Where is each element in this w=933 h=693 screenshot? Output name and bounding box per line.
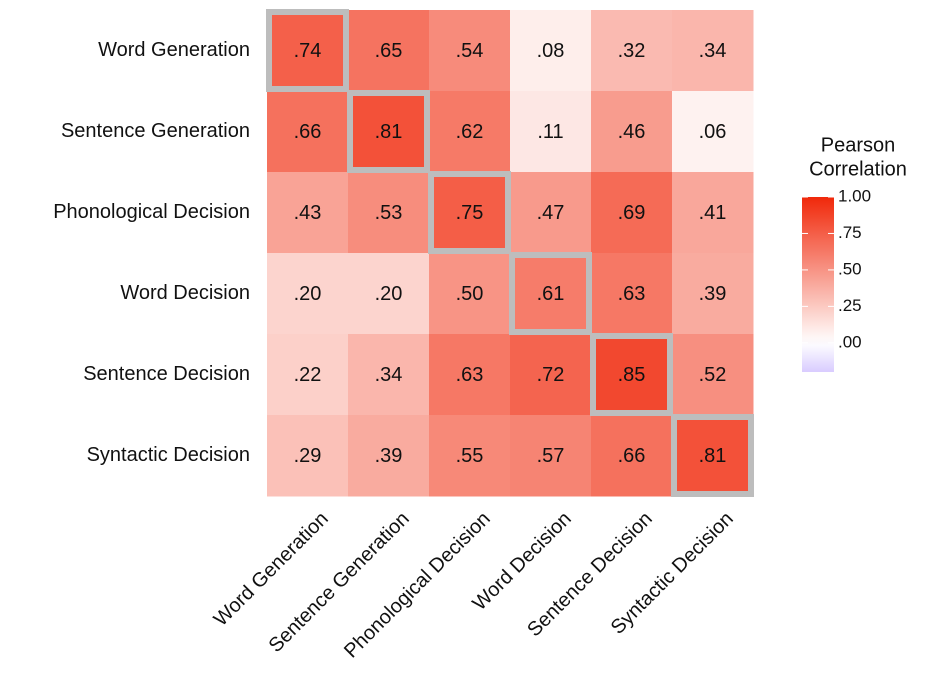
heatmap-cell	[591, 172, 673, 254]
cell-label: .29	[294, 445, 322, 467]
cell-label: .22	[294, 364, 322, 386]
heatmap-cell	[510, 415, 592, 497]
cell-label: .57	[537, 445, 565, 467]
heatmap-cell	[510, 253, 592, 335]
cell-label: .20	[375, 283, 403, 305]
cell-label: .32	[618, 40, 646, 62]
diagonal-highlight	[671, 414, 754, 497]
cell-label: .66	[294, 121, 322, 143]
cell-label: .11	[537, 121, 563, 143]
cell-label: .63	[618, 283, 646, 305]
heatmap-cell	[591, 253, 673, 335]
diagonal-highlight	[428, 171, 511, 254]
row-label: Phonological Decision	[53, 201, 250, 223]
cell-label: .34	[375, 364, 403, 386]
diagonal-highlight	[266, 9, 349, 92]
colorbar-tick-label: .25	[838, 296, 862, 315]
cell-label: .39	[375, 445, 403, 467]
heatmap-cell	[510, 10, 592, 92]
heatmap-cell	[672, 10, 754, 92]
legend-title: Correlation	[809, 158, 907, 180]
heatmap-cell	[429, 10, 511, 92]
heatmap-cell	[429, 172, 511, 254]
cell-label: .74	[294, 40, 322, 62]
cell-label: .43	[294, 202, 322, 224]
heatmap-cell	[591, 334, 673, 416]
row-label: Sentence Decision	[83, 363, 250, 385]
colorbar-tick-label: 1.00	[838, 186, 871, 205]
cell-label: .46	[618, 121, 646, 143]
cell-label: .53	[375, 202, 403, 224]
heatmap-cell	[348, 10, 430, 92]
heatmap-cell	[591, 415, 673, 497]
row-label: Word Generation	[98, 39, 250, 61]
cell-label: .66	[618, 445, 646, 467]
heatmap-cell	[348, 91, 430, 173]
column-label: Sentence Generation	[265, 508, 414, 657]
cell-label: .61	[537, 283, 565, 305]
cell-label: .55	[456, 445, 484, 467]
heatmap-cell	[267, 172, 349, 254]
heatmap-cell	[429, 91, 511, 173]
heatmap-cell	[348, 415, 430, 497]
cell-label: .63	[456, 364, 484, 386]
cell-label: .85	[618, 364, 646, 386]
colorbar	[802, 197, 834, 372]
heatmap-cell	[348, 172, 430, 254]
heatmap-cell	[429, 415, 511, 497]
cell-label: .34	[699, 40, 727, 62]
cell-label: .54	[456, 40, 484, 62]
cell-label: .75	[456, 202, 484, 224]
colorbar-tick-label: .00	[838, 332, 862, 351]
row-label: Syntactic Decision	[87, 444, 250, 466]
heatmap-cell	[429, 253, 511, 335]
cell-label: .52	[699, 364, 727, 386]
legend-title: Pearson	[821, 134, 896, 156]
cell-label: .08	[537, 40, 565, 62]
heatmap-cell	[267, 253, 349, 335]
heatmap-cell	[591, 91, 673, 173]
heatmap-cell	[429, 334, 511, 416]
cell-label: .20	[294, 283, 322, 305]
column-label: Phonological Decision	[340, 508, 495, 663]
heatmap-cell	[672, 91, 754, 173]
diagonal-highlight	[590, 333, 673, 416]
heatmap-cell	[348, 253, 430, 335]
diagonal-highlight	[347, 90, 430, 173]
heatmap-cell	[510, 172, 592, 254]
heatmap-cell	[672, 253, 754, 335]
heatmap-cell	[510, 334, 592, 416]
heatmap-cell	[672, 172, 754, 254]
colorbar-tick-label: .75	[838, 223, 862, 242]
cell-label: .72	[537, 364, 565, 386]
heatmap-cell	[267, 10, 349, 92]
heatmap-cell	[267, 415, 349, 497]
cell-label: .41	[699, 202, 727, 224]
heatmap-cell	[591, 10, 673, 92]
cell-label: .81	[699, 445, 727, 467]
heatmap-cell	[510, 91, 592, 173]
cell-label: .69	[618, 202, 646, 224]
heatmap-cell	[348, 334, 430, 416]
cell-label: .39	[699, 283, 727, 305]
cell-label: .50	[456, 283, 484, 305]
row-label: Sentence Generation	[61, 120, 250, 142]
cell-label: .62	[456, 121, 484, 143]
cell-label: .65	[375, 40, 403, 62]
row-label: Word Decision	[120, 282, 250, 304]
heatmap-cell	[267, 91, 349, 173]
cell-label: .47	[537, 202, 565, 224]
colorbar-tick-label: .50	[838, 259, 862, 278]
heatmap-cell	[672, 415, 754, 497]
cell-label: .06	[699, 121, 727, 143]
diagonal-highlight	[509, 252, 592, 335]
heatmap-cell	[672, 334, 754, 416]
cell-label: .81	[375, 121, 403, 143]
heatmap-cell	[267, 334, 349, 416]
